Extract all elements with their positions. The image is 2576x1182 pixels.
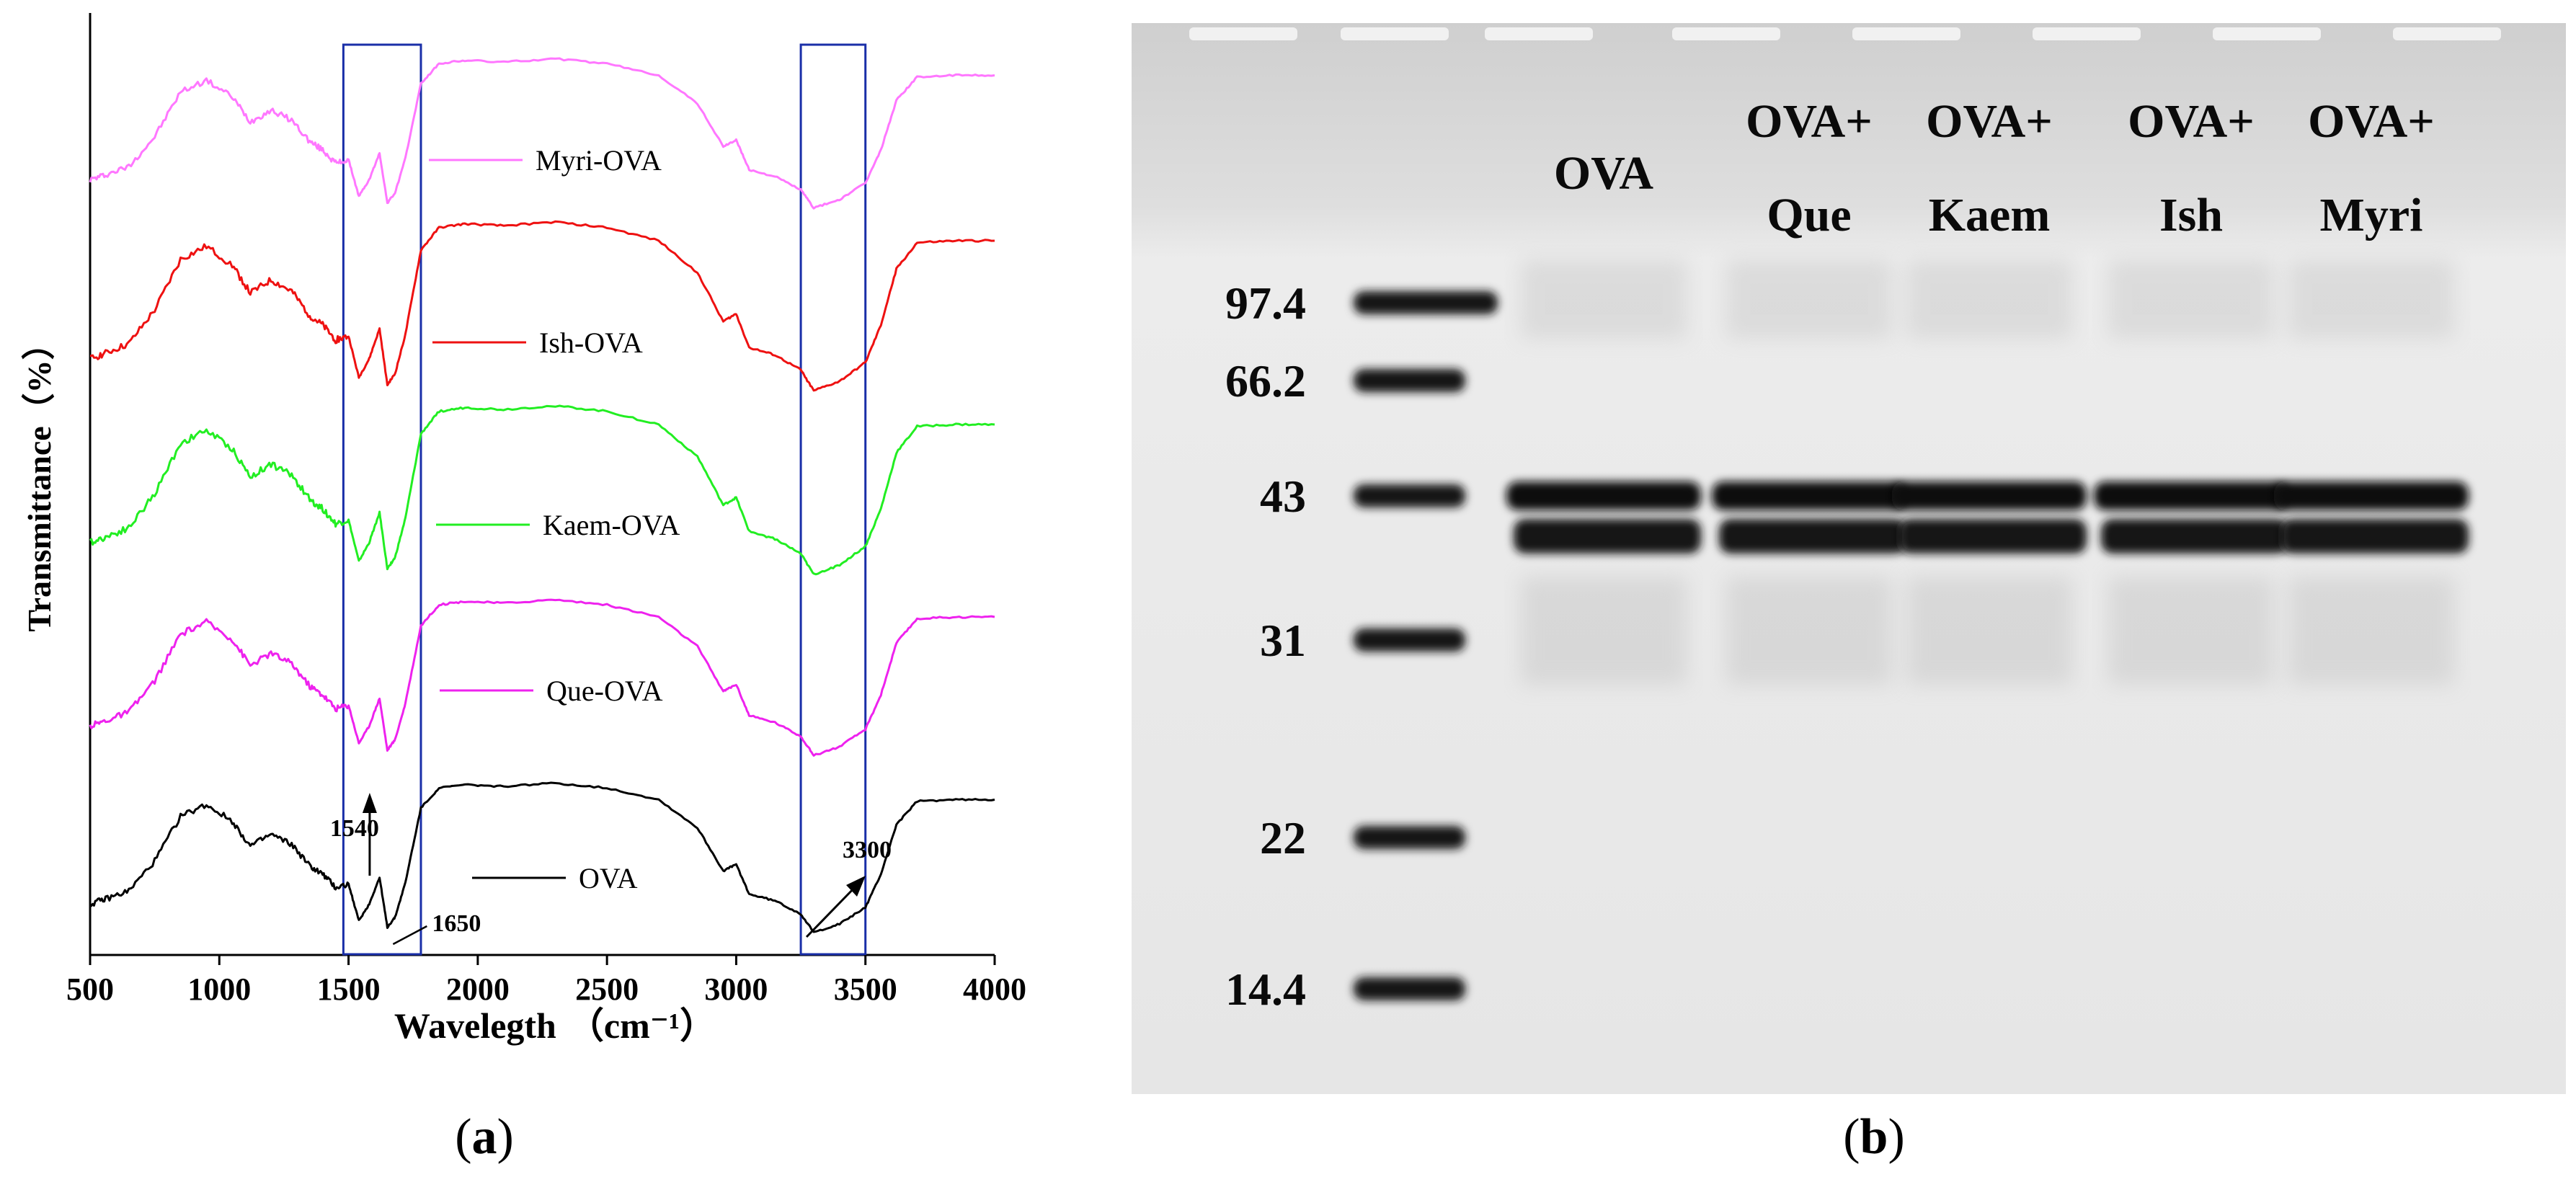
faint-smear [1906, 577, 2072, 685]
marker-labels: 97.4 66.2 43 31 22 14.4 [1225, 277, 1306, 1015]
gel-background [1132, 23, 2566, 1094]
ftir-chart: Myri-OVA Ish-OVA Kaem-OVA Que-OVA OVA 1540 16… [21, 13, 1026, 1165]
series-line [89, 57, 995, 210]
lane-label: OVA+ [2308, 95, 2435, 148]
x-axis-label: Wavelegth （cm⁻¹） [394, 1005, 716, 1046]
annotation-arrowhead [846, 876, 866, 897]
main-band-lower [2101, 519, 2288, 554]
legend-label: Ish-OVA [539, 326, 643, 359]
marker-label: 97.4 [1225, 277, 1306, 329]
marker-label: 14.4 [1225, 964, 1306, 1015]
annotation-label: 3300 [843, 837, 892, 863]
x-tick-label: 3500 [834, 972, 897, 1007]
x-tick-label: 4000 [963, 972, 1026, 1007]
well [1485, 27, 1593, 40]
main-band-lower [1719, 519, 1906, 554]
well [1341, 27, 1449, 40]
faint-smear [2288, 577, 2454, 685]
lane-label: Kaem [1929, 189, 2051, 241]
lane-label: OVA+ [2128, 95, 2255, 148]
main-band-lower [1899, 519, 2087, 554]
main-band-upper [1892, 481, 2087, 510]
well [1672, 27, 1780, 40]
annotation-label: 1540 [330, 815, 379, 842]
main-band-upper [1712, 481, 1906, 510]
marker-band [1354, 977, 1465, 1000]
legend-label: OVA [579, 862, 638, 894]
faint-band [1726, 259, 1892, 339]
faint-smear [2108, 577, 2274, 685]
marker-label: 22 [1260, 812, 1306, 863]
sample-lane [1506, 259, 1701, 685]
highlight-box [342, 43, 422, 956]
lane-label: Ish [2159, 189, 2223, 241]
legend-label: Myri-OVA [536, 144, 662, 177]
well [2033, 27, 2141, 40]
lane-label: OVA+ [1746, 95, 1873, 148]
series-line [89, 404, 995, 576]
sample-lane [1892, 259, 2087, 685]
series-lines [89, 57, 995, 933]
marker-label: 43 [1260, 471, 1306, 522]
lane-labels: OVA OVA+ Que OVA+ Kaem OVA+ Ish OVA+ Myri [1554, 95, 2435, 241]
highlight-box [799, 43, 867, 956]
annotation-arrow [805, 884, 858, 938]
panel-label-a: (a) [455, 1109, 514, 1165]
well [2213, 27, 2321, 40]
faint-smear [1726, 577, 1892, 685]
marker-band [1354, 628, 1465, 652]
well [2393, 27, 2501, 40]
series-line [89, 781, 995, 933]
faint-band [1521, 259, 1687, 339]
marker-band [1354, 826, 1465, 849]
gel-wells [1189, 27, 2501, 40]
sample-lane [2094, 259, 2288, 685]
faint-band [2108, 259, 2274, 339]
annotation-arrowhead [362, 793, 377, 813]
legend-label: Kaem-OVA [543, 509, 680, 541]
main-band-upper [2274, 481, 2469, 510]
lane-label: OVA [1554, 147, 1653, 200]
x-tick-label: 1000 [187, 972, 251, 1007]
marker-band [1354, 291, 1498, 314]
lane-label: OVA+ [1926, 95, 2053, 148]
marker-band [1354, 369, 1465, 392]
x-tick-label: 500 [66, 972, 114, 1007]
legend: Myri-OVA Ish-OVA Kaem-OVA Que-OVA OVA [429, 144, 680, 894]
marker-label: 66.2 [1225, 355, 1306, 406]
lane-label: Myri [2320, 189, 2423, 241]
faint-band [1906, 259, 2072, 339]
highlight-boxes [342, 43, 867, 956]
marker-bands [1354, 291, 1498, 1000]
faint-smear [1521, 577, 1687, 685]
x-axis-ticks: 500 1000 1500 2000 2500 3000 3500 4000 [66, 955, 1026, 1007]
y-axis-label: Transmittance（%） [21, 326, 58, 631]
main-band-lower [1514, 519, 1701, 554]
annotation-arrow [392, 925, 427, 946]
legend-label: Que-OVA [546, 675, 663, 707]
x-tick-label: 1500 [317, 972, 381, 1007]
well [1852, 27, 1960, 40]
main-band-lower [2281, 519, 2469, 554]
annotation-label: 1650 [432, 910, 481, 937]
marker-band [1354, 484, 1465, 507]
well [1189, 27, 1297, 40]
main-band-upper [1506, 481, 1701, 510]
sample-lane [2274, 259, 2469, 685]
x-tick-label: 3000 [704, 972, 768, 1007]
marker-label: 31 [1260, 615, 1306, 666]
x-tick-label: 2000 [446, 972, 510, 1007]
panel-label-b: (b) [1843, 1109, 1905, 1165]
sample-lane [1712, 259, 1906, 685]
peak-annotations: 1540 1650 3300 [330, 793, 892, 946]
series-line [90, 220, 995, 392]
lane-label: Que [1767, 189, 1851, 241]
faint-band [2288, 259, 2454, 339]
sample-lanes [1506, 259, 2469, 685]
main-band-upper [2094, 481, 2288, 510]
series-line [89, 598, 995, 757]
x-tick-label: 2500 [575, 972, 639, 1007]
